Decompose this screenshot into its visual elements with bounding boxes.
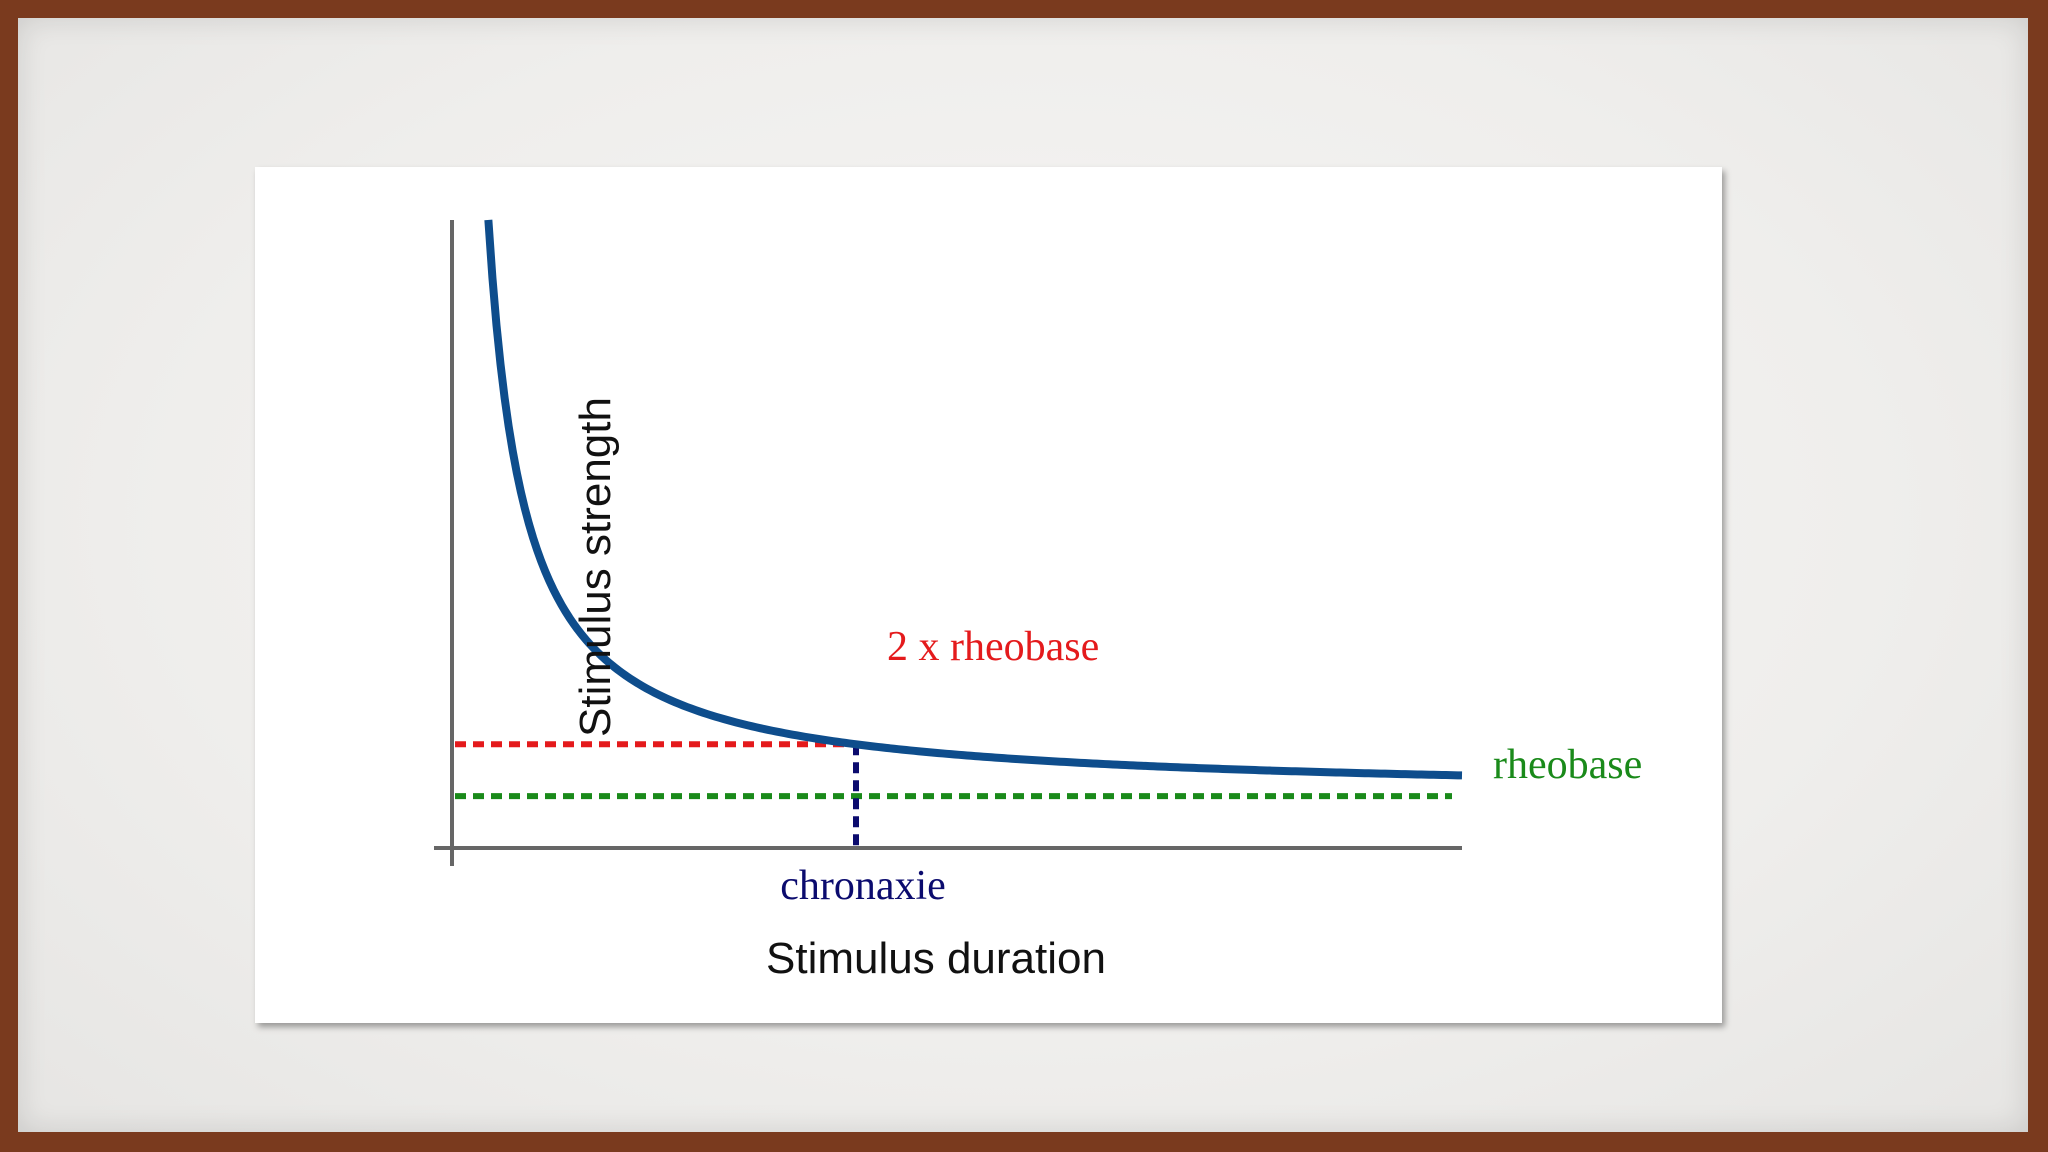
two-x-rheobase-label: 2 x rheobase [887, 624, 1099, 670]
chronaxie-label: chronaxie [780, 863, 946, 909]
rheobase-label: rheobase [1493, 742, 1642, 788]
x-axis-label: Stimulus duration [766, 934, 1106, 983]
strength-duration-chart: Stimulus strength Stimulus duration 2 x … [434, 219, 1642, 983]
axes [434, 220, 1462, 866]
strength-duration-curve [484, 219, 1463, 780]
curve-group [484, 219, 1463, 780]
slide-background: Stimulus strength Stimulus duration 2 x … [18, 18, 2028, 1132]
y-axis-label: Stimulus strength [571, 397, 620, 737]
reference-lines [455, 741, 1452, 846]
figure-card: Stimulus strength Stimulus duration 2 x … [255, 167, 1722, 1023]
labels: Stimulus strength Stimulus duration 2 x … [571, 397, 1642, 983]
